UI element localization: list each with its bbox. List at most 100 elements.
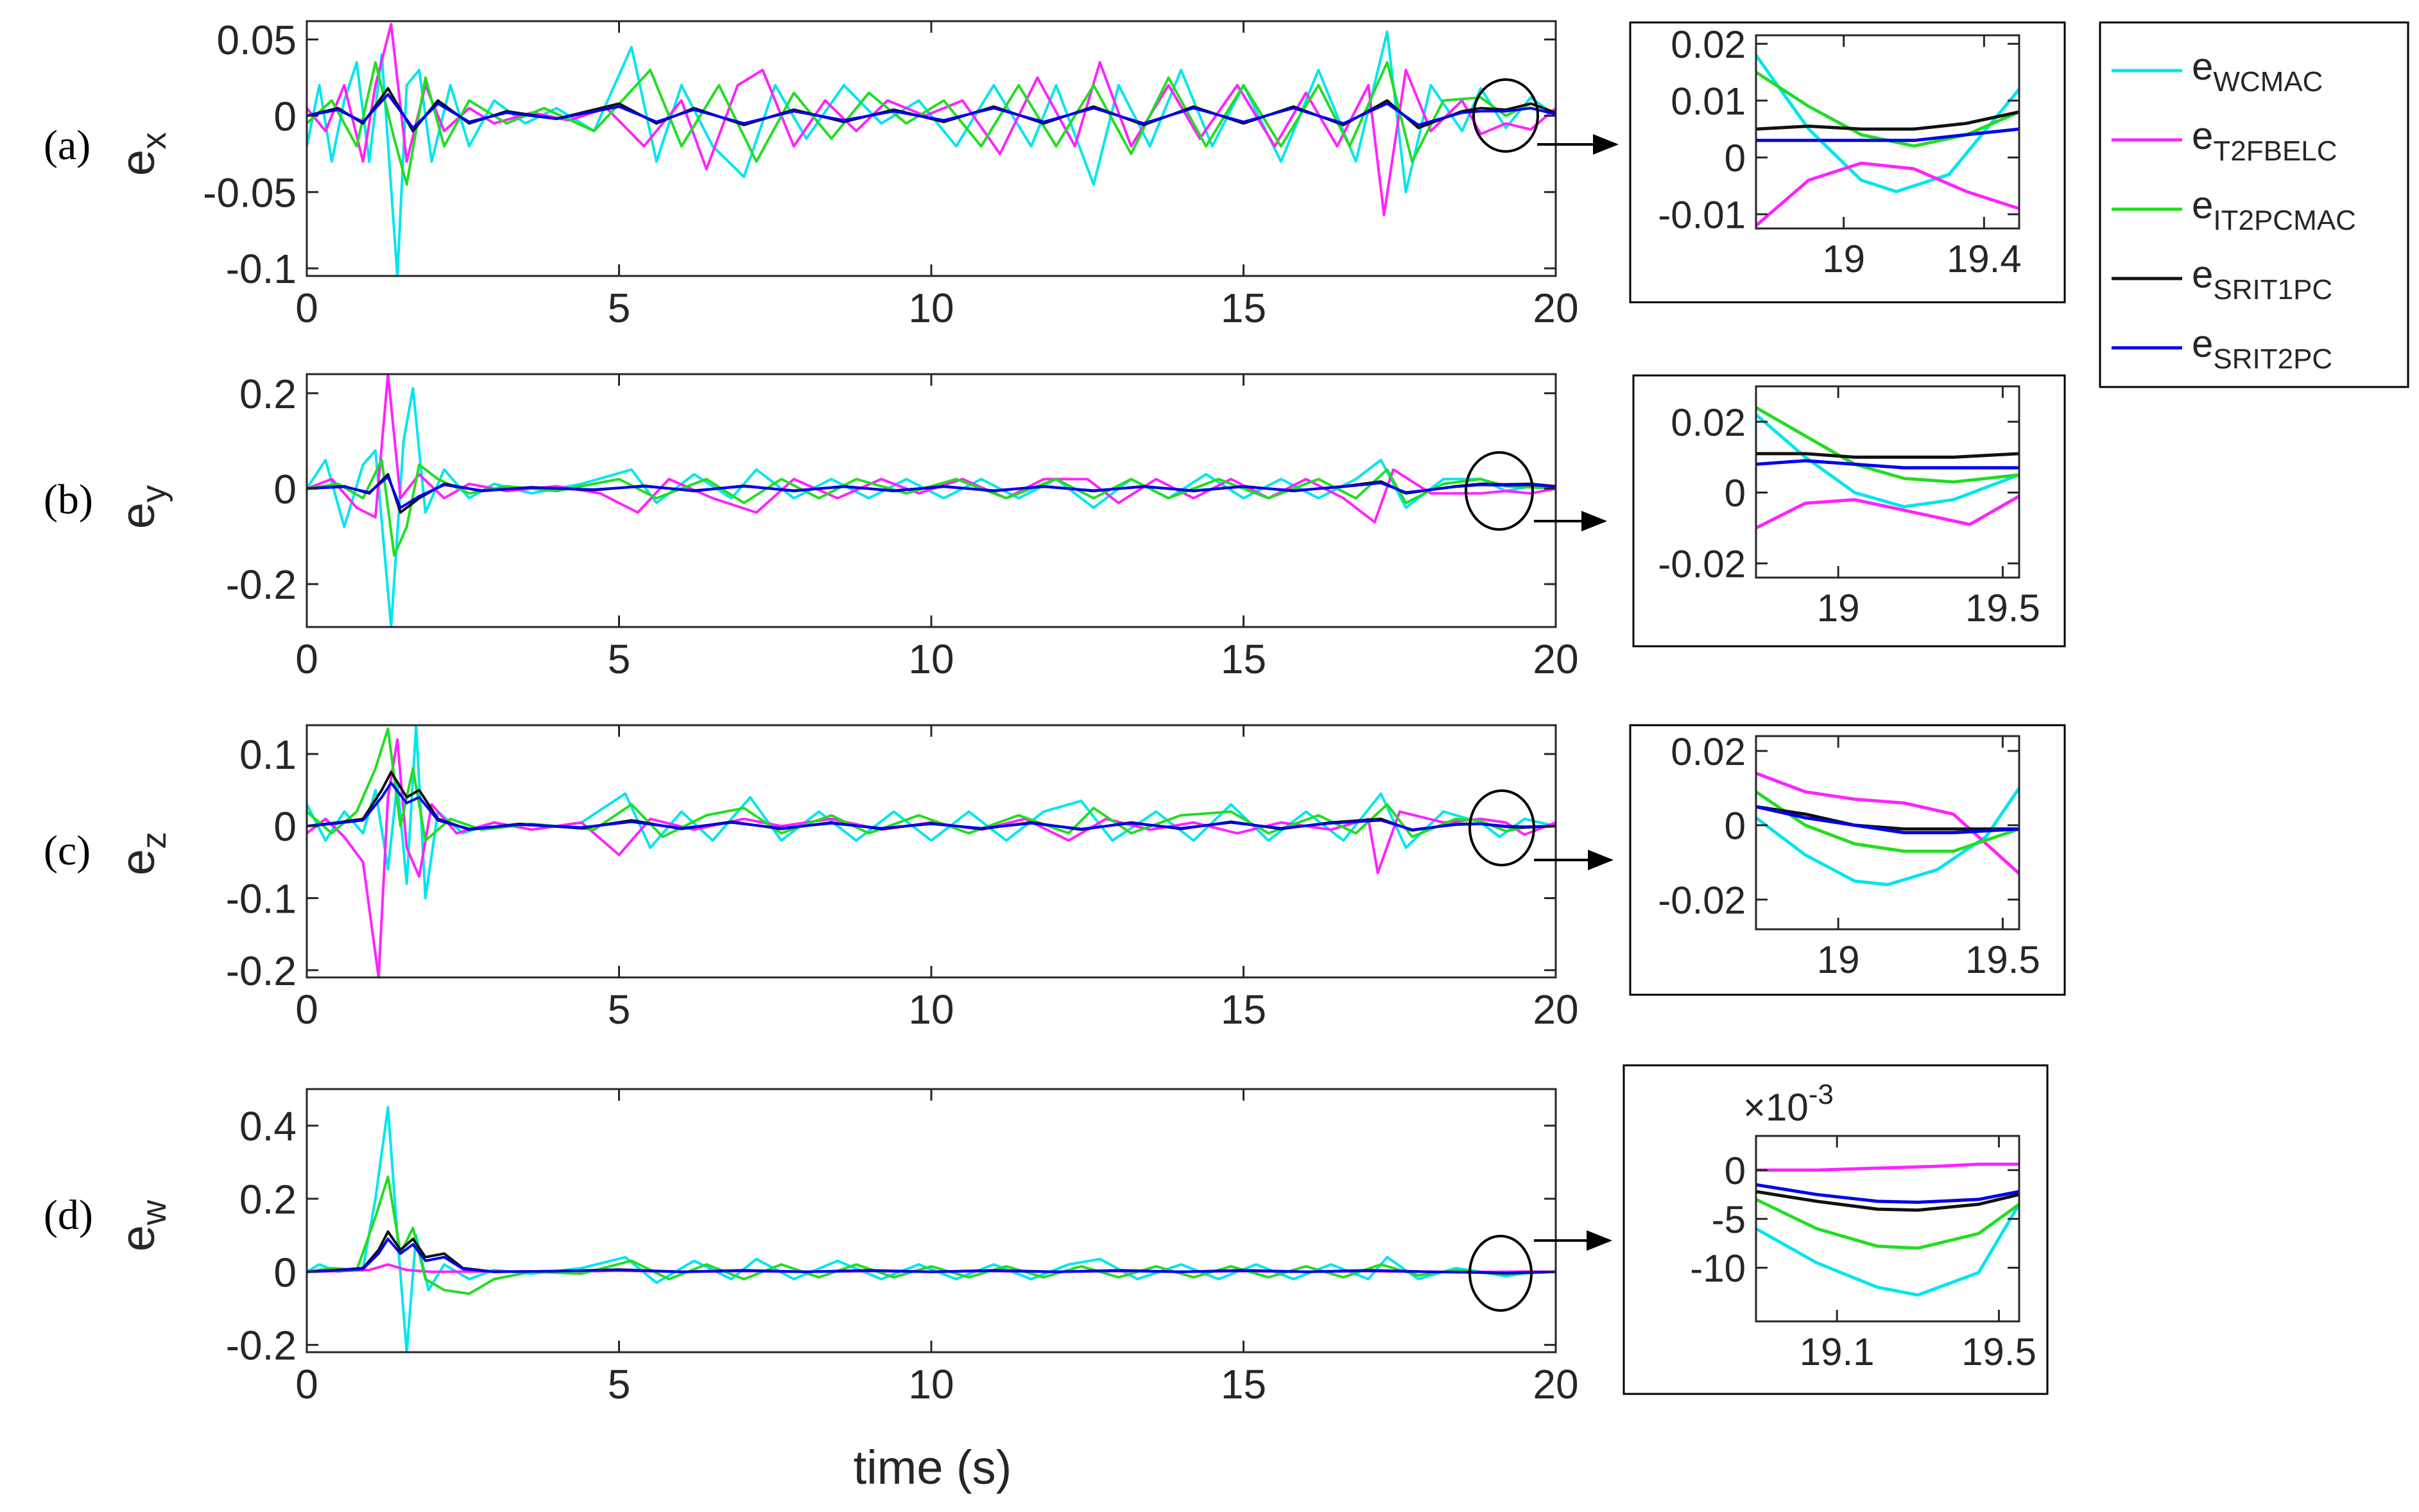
panel-a-ylabel-base: e [111,150,164,176]
panel-a-main-xtick-label: 10 [908,285,954,331]
panel-d-main-ytick-label: 0.2 [239,1176,297,1223]
panel-d-inset-ytick-label: -5 [1712,1198,1746,1241]
panel-d-inset-series-group [1756,1162,2019,1297]
panel-d-main-ytick-label: -0.2 [226,1323,297,1369]
panel-d-inset-axes-frame [1755,1135,2020,1323]
panel-c-ylabel-sub: z [135,832,173,849]
panel-c-inset-series-srit2pc [1756,805,2019,834]
panel-c-main-ytick-label: -0.2 [226,948,297,994]
panel-d-main-series-it2pcmac [307,1175,1556,1295]
panel-c-inset-xtick-label: 19.5 [1965,938,2040,981]
legend-entry-sub: SRIT1PC [2213,274,2332,305]
panel-b-main-ytick-label: 0.2 [239,371,297,417]
panel-d-inset-series-it2pcmac [1756,1198,2019,1250]
panel-d-main-xtick-label: 10 [908,1361,954,1407]
panel-b-inset-series-srit1pc [1756,452,2019,459]
panel-b-main-series-srit1pc [307,473,1556,514]
panel-b-inset-series-it2pcmac [1756,406,2019,484]
panel-c-inset-ytick-label: 0.02 [1671,730,1746,773]
panel-c-inset-frame [1629,724,2066,996]
panel-a-inset-ytick-label: 0.01 [1671,80,1746,123]
panel-b-main-xtick-label: 15 [1221,636,1266,682]
panel-b-inset-series-group [1756,406,2019,529]
panel-a-main-xtick-label: 15 [1221,285,1266,331]
panel-c-main-xtick-label: 0 [295,986,318,1033]
panel-d-ylabel-base: e [111,1225,164,1251]
legend-entry-base: e [2192,45,2213,88]
panel-c-main-ytick-label: 0 [273,803,297,850]
panel-b-main-series-wcmac [307,387,1556,627]
panel-d-inset-series-t2fbelc [1756,1162,2019,1172]
panel-d-main-xtick-label: 15 [1221,1361,1266,1407]
panel-d-inset: 19.1 19.5 -10 -5 0 ×10-3 [1623,1064,2049,1395]
panel-c-inset-series-group [1756,771,2019,886]
panel-b-main-ytick-label: -0.2 [226,562,297,608]
panel-a-inset-series-srit1pc [1756,110,2019,131]
panel-c-ylabel: ez [111,832,173,875]
legend-entry-sub: T2FBELC [2213,135,2337,167]
panel-b-inset-ytick-label: 0 [1725,472,1746,515]
panel-a-inset-ytick-label: 0.02 [1671,23,1746,66]
panel-a-inset-series-wcmac [1756,54,2019,193]
panel-c-inset-series-t2fbelc [1756,771,2019,875]
panel-c-zoom-circle [1468,789,1535,866]
panel-c-main-axes-frame [306,724,1557,979]
panel-d-inset-exponent-prefix: ×10 [1743,1086,1809,1129]
panel-c-inset-series-srit1pc [1756,805,2019,831]
panel-b-ylabel: ey [111,485,173,529]
panel-d-main-xtick-label: 0 [295,1361,318,1407]
legend-entry-base: e [2192,114,2213,157]
x-axis-label: time (s) [854,1441,1012,1494]
panel-b-zoom-circle [1465,451,1534,531]
panel-c: (c) ez 0 5 10 15 20 -0.2 -0.1 0 0.1 19 19.5 -0.02 0 0.0… [44,724,2066,1033]
panel-d-main-series-group [307,1106,1556,1352]
panel-c-main-series-group [307,725,1556,977]
panel-b-main-xtick-label: 5 [608,636,631,682]
panel-b-main-series-srit2pc [307,475,1556,510]
legend-entry-srit2pc: eSRIT2PC [2192,322,2332,375]
panel-c-inset-ytick-label: -0.02 [1658,879,1746,922]
panel-d-zoom-circle [1468,1235,1533,1312]
panel-d-main-ytick-label: 0 [273,1250,297,1296]
panel-a-main-xtick-label: 20 [1533,285,1578,331]
panel-a-main-ytick-label: 0 [273,93,297,139]
panel-b-main-xtick-label: 20 [1533,636,1578,682]
panel-d-label: (d) [44,1192,93,1239]
panel-b-inset-xtick-label: 19.5 [1965,587,2040,630]
panel-a-inset-ytick-label: -0.01 [1658,193,1746,236]
legend-entry-sub: WCMAC [2213,66,2323,98]
panel-a-main-series-it2pcmac [307,61,1556,186]
panel-c-main-series-it2pcmac [307,727,1556,842]
panel-c-main-series-wcmac [307,725,1556,900]
panel-c-label: (c) [44,827,90,874]
panel-b-main-axes-frame [306,373,1557,628]
panel-b-main-ytick-label: 0 [273,466,297,512]
panel-a-main-xtick-label: 0 [295,285,318,331]
panel-a-inset-series-group [1756,54,2019,227]
panel-c-inset-axes-frame [1755,735,2020,931]
panel-b-label: (b) [44,476,93,523]
panel-c-main-ytick-label: -0.1 [226,876,297,922]
panel-b-ylabel-base: e [111,503,164,529]
panel-a-inset-series-t2fbelc [1756,161,2019,227]
legend-frame [2099,21,2409,388]
panel-b-ylabel-sub: y [135,485,173,503]
panel-a-main-series-srit2pc [307,93,1556,130]
panel-c-main-xtick-label: 20 [1533,986,1578,1033]
panel-c-inset: 19 19.5 -0.02 0 0.02 [1629,724,2066,996]
panel-d-inset-xtick-label: 19.1 [1800,1330,1875,1373]
panel-a-inset-axes-frame [1755,34,2020,230]
legend-entry-sub: SRIT2PC [2213,343,2332,375]
panel-b-main-series-it2pcmac [307,458,1556,557]
panel-d-inset-series-srit2pc [1756,1183,2019,1204]
legend-entry-base: e [2192,253,2213,296]
panel-a-main-ytick-label: 0.05 [216,17,297,64]
panel-c-inset-xtick-label: 19 [1817,938,1860,981]
panel-a-main-axes-frame [306,20,1557,277]
panel-a-inset: 19 19.4 -0.01 0 0.01 0.02 [1629,21,2066,304]
panel-d-main-xtick-label: 20 [1533,1361,1578,1407]
panel-b-inset-ytick-label: -0.02 [1658,543,1746,586]
panel-b-inset-xtick-label: 19 [1817,587,1860,630]
panel-a-label: (a) [44,122,90,169]
